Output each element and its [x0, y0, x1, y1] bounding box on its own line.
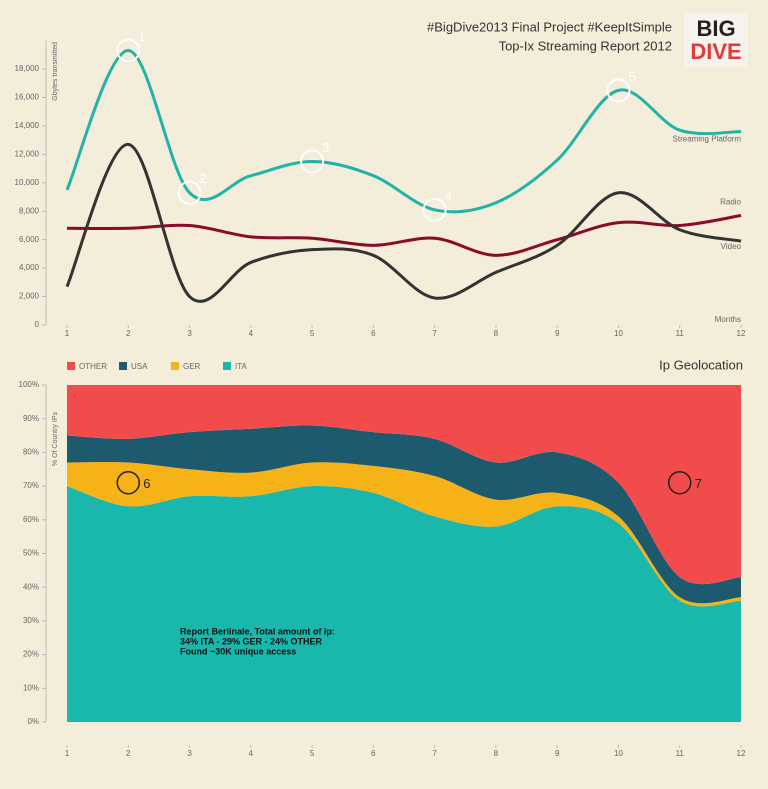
annotation-label: 2: [200, 171, 207, 186]
area-series: [67, 486, 741, 722]
y-tick-label: 60%: [23, 515, 39, 524]
note: Found ~30K unique access: [180, 646, 296, 656]
annotation-circle: [300, 149, 325, 174]
annotation-label: 6: [143, 476, 150, 491]
x-tick-label: 1: [65, 329, 70, 338]
x-tick-label: 3: [187, 749, 192, 758]
y-tick-label: 16,000: [15, 93, 40, 102]
y-tick-label: 4,000: [19, 263, 40, 272]
x-tick-label: 4: [249, 329, 254, 338]
y-axis-label: % Of Country IPs: [52, 412, 59, 467]
x-tick-label: 7: [432, 749, 437, 758]
y-tick-label: 8,000: [19, 206, 40, 215]
y-tick-label: 6,000: [19, 235, 40, 244]
line-series: [66, 214, 742, 257]
logo-line: BIG: [696, 16, 735, 41]
series-label: Video: [721, 242, 742, 251]
area-series: [67, 462, 741, 607]
y-tick-label: 50%: [23, 549, 39, 558]
y-tick-label: 14,000: [15, 121, 40, 130]
x-tick-label: 4: [249, 749, 254, 758]
logo-box: [684, 14, 748, 66]
note: Report Berlinale, Total amount of ip:: [180, 626, 335, 636]
x-tick-label: 11: [676, 329, 685, 338]
x-tick-label: 6: [371, 749, 376, 758]
legend-swatch: [223, 362, 231, 370]
logo-line: DIVE: [690, 39, 741, 64]
x-tick-label: 7: [432, 329, 437, 338]
x-tick-label: 9: [555, 329, 560, 338]
y-tick-label: 40%: [23, 582, 39, 591]
x-tick-label: 12: [737, 329, 746, 338]
x-tick-label: 1: [65, 749, 70, 758]
y-tick-label: 12,000: [15, 149, 40, 158]
annotation-circle: [177, 180, 202, 205]
chart-title: #BigDive2013 Final Project #KeepItSimple: [427, 19, 672, 34]
x-tick-label: 5: [310, 329, 315, 338]
series-label: Radio: [720, 198, 741, 207]
y-tick-label: 80%: [23, 448, 39, 457]
x-tick-label: 3: [187, 329, 192, 338]
annotation-label: 5: [628, 69, 635, 84]
legend-swatch: [171, 362, 179, 370]
annotation-circle: [422, 197, 447, 222]
x-tick-label: 11: [676, 749, 685, 758]
legend-swatch: [67, 362, 75, 370]
x-tick-label: 6: [371, 329, 376, 338]
x-tick-label: 12: [737, 749, 746, 758]
y-tick-label: 70%: [23, 481, 39, 490]
legend-label: USA: [131, 362, 148, 371]
y-tick-label: 0%: [27, 717, 39, 726]
y-tick-label: 20%: [23, 650, 39, 659]
legend-label: OTHER: [79, 362, 107, 371]
legend-label: GER: [183, 362, 201, 371]
x-tick-label: 9: [555, 749, 560, 758]
y-tick-label: 18,000: [15, 64, 40, 73]
annotation-circle: [116, 38, 141, 63]
annotation-label: 3: [322, 140, 329, 155]
chart-subtitle: Top-Ix Streaming Report 2012: [499, 38, 672, 53]
x-tick-label: 8: [494, 749, 499, 758]
y-tick-label: 0: [35, 320, 40, 329]
area-series: [67, 425, 741, 604]
area-series: [67, 385, 741, 585]
y-tick-label: 90%: [23, 414, 39, 423]
x-tick-label: 2: [126, 749, 131, 758]
annotation-circle: [667, 470, 692, 495]
x-tick-label: 10: [614, 749, 623, 758]
x-axis-label: Months: [715, 315, 741, 324]
x-tick-label: 5: [310, 749, 315, 758]
annotation-label: 4: [445, 188, 452, 203]
y-tick-label: 10,000: [15, 178, 40, 187]
series-label: Streaming Platform: [673, 135, 742, 144]
y-tick-label: 10%: [23, 683, 39, 692]
y-tick-label: 2,000: [19, 292, 40, 301]
line-series: [65, 142, 742, 303]
line-series: [65, 49, 742, 214]
annotation-circle: [606, 78, 631, 103]
y-tick-label: 100%: [19, 380, 39, 389]
annotation-circle: [116, 470, 141, 495]
legend-swatch: [119, 362, 127, 370]
chart-title: Ip Geolocation: [659, 357, 743, 372]
annotation-label: 1: [138, 29, 145, 44]
x-tick-label: 8: [494, 329, 499, 338]
y-axis-label: Gbytes transmitted: [52, 42, 59, 101]
x-tick-label: 10: [614, 329, 623, 338]
annotation-label: 7: [695, 476, 702, 491]
x-tick-label: 2: [126, 329, 131, 338]
note: 34% ITA - 29% GER - 24% OTHER: [180, 636, 323, 646]
y-tick-label: 30%: [23, 616, 39, 625]
legend-label: ITA: [235, 362, 248, 371]
